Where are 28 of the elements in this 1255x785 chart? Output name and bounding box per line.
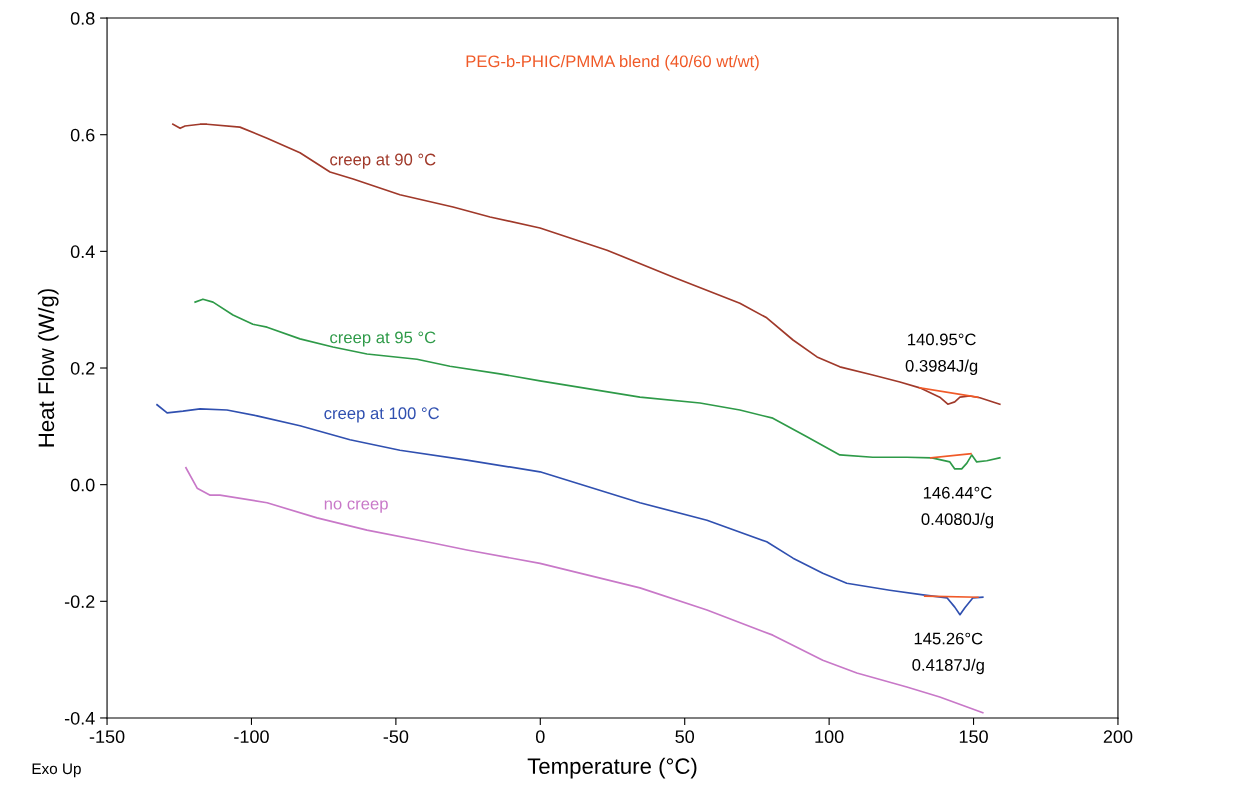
annotation: 140.95°C 0.3984J/g xyxy=(905,333,978,376)
y-tick-label: 0.4 xyxy=(70,245,95,259)
x-tick-label: 100 xyxy=(815,730,844,744)
y-tick-label: -0.2 xyxy=(64,595,95,609)
y-tick-label: 0.8 xyxy=(70,11,95,25)
series-label: creep at 90 °C xyxy=(330,153,436,169)
line-series xyxy=(172,123,1001,406)
annotation: 146.44°C 0.4080J/g xyxy=(921,486,994,529)
y-axis-title: Heat Flow (W/g) xyxy=(37,289,59,447)
x-tick-label: 150 xyxy=(959,730,988,744)
x-tick-label: -100 xyxy=(234,730,269,744)
series-label: creep at 100 °C xyxy=(324,407,440,423)
series-label: no creep xyxy=(324,500,388,513)
line-series xyxy=(194,298,1001,470)
x-tick-label: 200 xyxy=(1103,730,1133,744)
series-label: creep at 95 °C xyxy=(330,331,436,347)
x-tick-label: 0 xyxy=(535,730,545,744)
y-tick-label: 0.0 xyxy=(70,478,95,492)
x-tick-label: 50 xyxy=(675,730,695,744)
text: PEG-b-PHIC/PMMA blend (40/60 wt/wt) xyxy=(466,54,759,71)
y-tick-label: 0.6 xyxy=(70,128,95,142)
annotation: 145.26°C 0.4187J/g xyxy=(912,632,984,675)
x-axis-title: Temperature (°C) xyxy=(527,757,697,779)
x-tick-label: -150 xyxy=(89,730,125,744)
text: Exo Up xyxy=(32,763,81,778)
x-tick-label: -50 xyxy=(383,730,409,744)
y-tick-label: 0.2 xyxy=(70,361,95,375)
y-tick-label: -0.4 xyxy=(64,711,95,725)
